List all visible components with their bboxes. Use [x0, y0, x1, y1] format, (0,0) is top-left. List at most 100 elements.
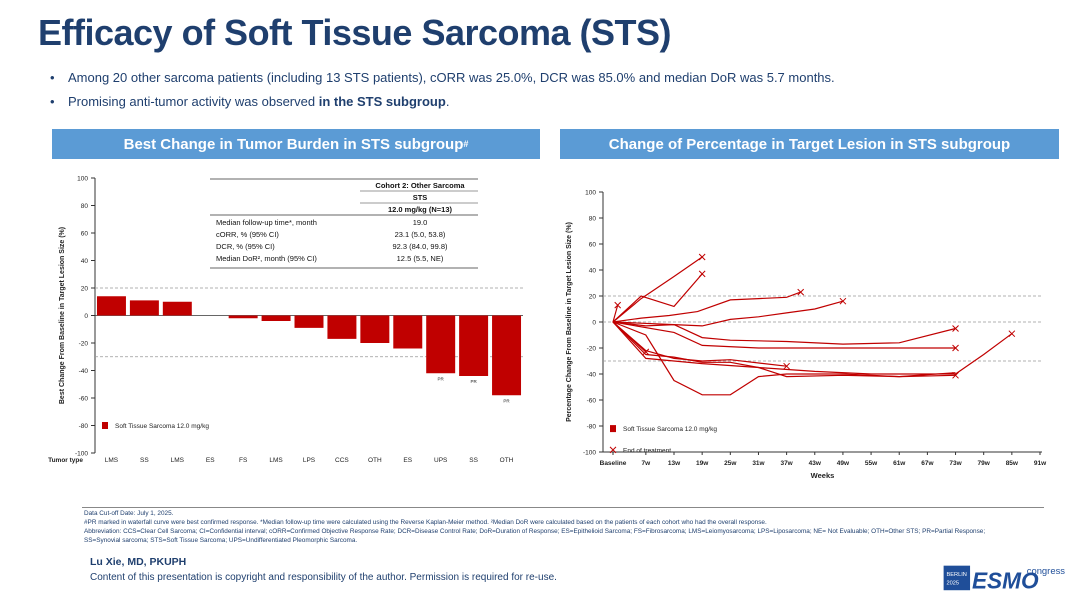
copyright: Content of this presentation is copyrigh… — [90, 572, 557, 583]
spider-chart: 100 80 60 40 20 0 -20 -40 -60 -80 -100 Baseline 7w 13… — [566, 190, 1047, 481]
x-axis-label: Tumor type — [48, 457, 83, 464]
y-tick-label: 60 — [81, 231, 89, 238]
y-tick-label: -80 — [79, 423, 89, 430]
legend-label: Soft Tissue Sarcoma 12.0 mg/kg — [115, 423, 209, 430]
y-tick-label: 100 — [77, 176, 88, 183]
y-tick-label: -80 — [587, 424, 597, 431]
x-tick-label: LMS — [105, 457, 119, 464]
x-tick-label: OTH — [500, 457, 514, 464]
bar — [360, 315, 390, 343]
x-tick-label: UPS — [434, 457, 448, 464]
bullet-list: • Among 20 other sarcoma patients (includ… — [50, 70, 835, 118]
x-tick-label: OTH — [368, 457, 382, 464]
series-line — [612, 321, 956, 378]
table-dose-header: 12.0 mg/kg (N=13) — [388, 205, 452, 214]
x-tick-label: 91w — [1034, 460, 1047, 467]
left-panel-header: Best Change in Tumor Burden in STS subgr… — [52, 129, 540, 159]
x-tick-label: 43w — [809, 460, 822, 467]
bar-label: PR — [470, 379, 477, 384]
legend-swatch — [102, 422, 108, 429]
end-of-treatment-marker — [698, 270, 706, 278]
table-row-label: cORR, % (95% CI) — [216, 230, 279, 239]
series-line — [612, 300, 844, 327]
series-line — [612, 321, 1013, 375]
table-header: Cohort 2: Other Sarcoma — [375, 181, 465, 190]
bar — [228, 315, 258, 319]
y-tick-label: 80 — [81, 203, 89, 210]
logo-city: BERLIN — [946, 572, 966, 578]
y-tick-label: -40 — [79, 368, 89, 375]
bullet-text: Among 20 other sarcoma patients (includi… — [68, 70, 835, 85]
bullet-text: Promising anti-tumor activity was observ… — [68, 94, 319, 109]
end-of-treatment-marker — [952, 325, 959, 332]
y-tick-label: 20 — [589, 294, 597, 301]
bar-label: PR — [503, 398, 510, 403]
x-tick-label: 13w — [668, 460, 681, 467]
y-tick-label: -60 — [79, 396, 89, 403]
series-line — [612, 321, 956, 345]
x-tick-label: ES — [206, 457, 215, 464]
bar — [294, 315, 324, 328]
x-tick-label: 67w — [921, 460, 934, 467]
bar-label: PR — [438, 376, 445, 381]
x-tick-label: LMS — [171, 457, 185, 464]
bullet-item: • Promising anti-tumor activity was obser… — [50, 94, 450, 109]
x-tick-label: Baseline — [600, 460, 627, 467]
bullet-bold: in the STS subgroup — [318, 94, 446, 109]
y-tick-label: 40 — [81, 258, 89, 265]
x-tick-label: FS — [239, 457, 248, 464]
x-tick-label: LMS — [269, 457, 283, 464]
end-of-treatment-marker — [698, 253, 706, 261]
bar — [96, 296, 126, 316]
bullet-tail: . — [445, 94, 450, 109]
series-line — [612, 321, 647, 353]
y-axis-label: Best Change From Baseline in Target Lesi… — [59, 227, 66, 404]
y-tick-label: 0 — [84, 313, 88, 320]
end-of-treatment-marker — [952, 344, 959, 352]
y-tick-label: 80 — [589, 216, 597, 223]
y-tick-label: -60 — [587, 398, 597, 405]
x-tick-label: LPS — [303, 457, 316, 464]
waterfall-chart: 100 80 60 40 20 0 -20 -40 -60 -80 -100 Best Change … — [48, 176, 523, 464]
footnote-method: #PR marked in waterfall curve were best … — [84, 519, 767, 526]
right-panel-title: Change of Percentage in Target Lesion in… — [608, 135, 1011, 153]
x-tick-label: 37w — [780, 460, 793, 467]
end-of-treatment-marker — [783, 362, 790, 370]
y-tick-label: 20 — [81, 286, 89, 293]
x-tick-label: 25w — [724, 460, 737, 467]
x-tick-label: 7w — [642, 460, 652, 467]
bar — [459, 315, 489, 376]
x-tick-label: 49w — [837, 460, 850, 467]
series-line — [612, 304, 619, 323]
y-tick-label: -20 — [79, 341, 89, 348]
table-row-label: DCR, % (95% CI) — [216, 242, 275, 251]
series-line — [612, 273, 703, 323]
esmo-logo: BERLIN 2025 ESMO congress — [943, 565, 1066, 593]
footnote-abbrev-cont: SS=Synovial sarcoma; STS=Soft Tissue Sar… — [84, 537, 358, 544]
bullet-item: • Among 20 other sarcoma patients (includ… — [50, 70, 835, 85]
y-tick-label: 0 — [592, 320, 596, 327]
legend-marker — [609, 446, 617, 454]
y-tick-label: 60 — [589, 242, 597, 249]
footer-divider — [82, 507, 1044, 508]
x-tick-label: 73w — [949, 460, 962, 467]
series-line — [612, 291, 801, 323]
bar — [129, 300, 159, 316]
page-title: Efficacy of Soft Tissue Sarcoma (STS) — [38, 12, 672, 53]
series-line — [612, 321, 956, 396]
legend-label: Soft Tissue Sarcoma 12.0 mg/kg — [623, 426, 717, 433]
bar — [327, 315, 357, 339]
table-row-value: 23.1 (5.0, 53.8) — [395, 230, 446, 239]
series-line — [612, 256, 703, 323]
logo-suffix: congress — [1027, 566, 1066, 577]
x-tick-label: SS — [140, 457, 149, 464]
table-row-value: 12.5 (5.5, NE) — [397, 254, 444, 263]
y-tick-label: -20 — [587, 346, 597, 353]
bar — [261, 315, 291, 321]
bar — [492, 315, 522, 396]
x-tick-label: 79w — [978, 460, 991, 467]
y-tick-label: -40 — [587, 372, 597, 379]
y-tick-label: -100 — [75, 451, 88, 458]
bar — [162, 301, 192, 316]
table-row-value: 19.0 — [413, 218, 428, 227]
